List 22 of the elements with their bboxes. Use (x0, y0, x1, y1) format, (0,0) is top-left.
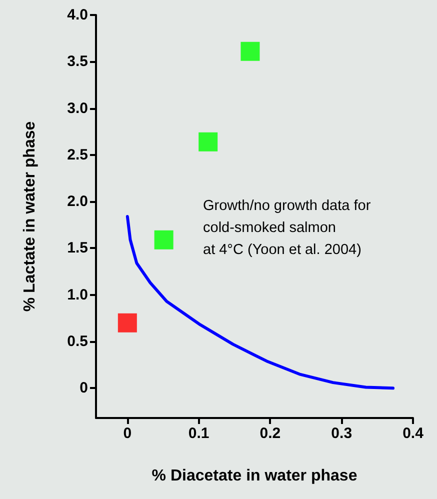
y-tick-label: 3.5 (67, 53, 88, 70)
x-tick-label: 0.4 (402, 425, 424, 442)
x-tick-label: 0.1 (188, 425, 210, 442)
y-tick-label: 3.0 (67, 100, 88, 117)
y-tick-label: 0.5 (67, 333, 88, 350)
x-tick-label: 0.3 (331, 425, 352, 442)
x-tick-label: 0.2 (260, 425, 281, 442)
y-tick-label: 0 (80, 380, 88, 397)
y-tick-label: 1.5 (67, 240, 88, 257)
point (154, 230, 174, 250)
y-axis-title: % Lactate in water phase (22, 121, 38, 312)
x-tick-label: 0 (123, 425, 132, 442)
y-tick-label: 2.5 (67, 146, 88, 164)
point (198, 132, 218, 152)
point (118, 313, 137, 332)
y-tick-label: 4.0 (67, 6, 88, 24)
line-series (126, 215, 395, 390)
x-axis-title: % Diacetate in water phase (152, 468, 358, 484)
point (240, 42, 260, 61)
annotation: Growth/no growth data for cold-smoked salmon at 4°C (Yoon et al. 2004) (203, 198, 371, 258)
y-tick-label: 1.0 (67, 286, 88, 304)
y-tick-label: 2.0 (67, 193, 88, 210)
